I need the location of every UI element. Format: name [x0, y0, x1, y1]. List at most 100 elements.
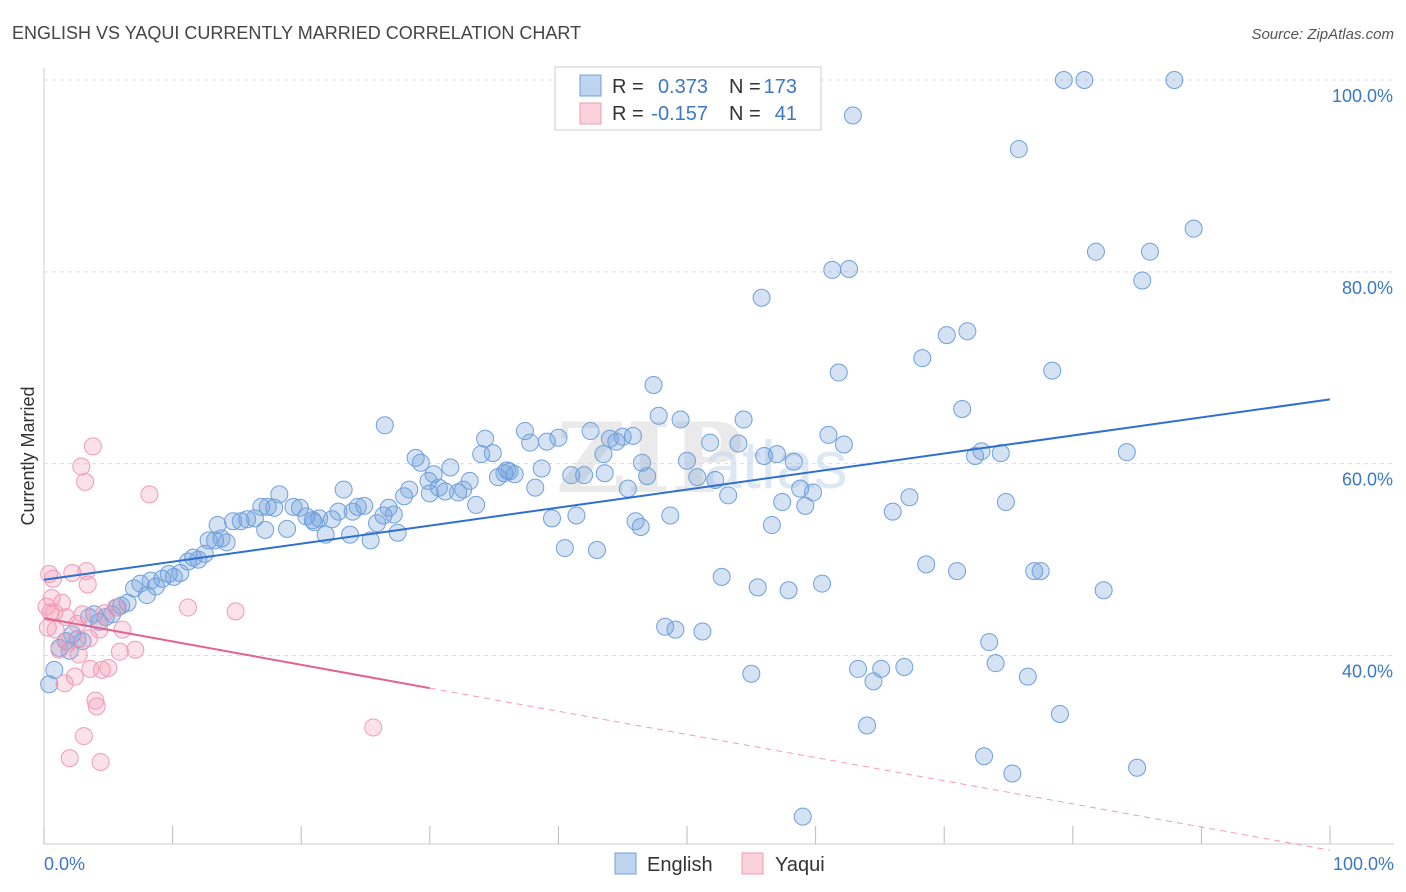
data-point-english [1165, 71, 1184, 89]
data-point-english [829, 363, 848, 382]
data-point-english [521, 433, 540, 452]
data-point-yaqui [73, 605, 92, 624]
data-point-english [368, 514, 387, 533]
data-point-english [587, 540, 606, 559]
data-point-english [666, 620, 685, 639]
data-point-english [1018, 667, 1037, 686]
data-point-english [542, 509, 561, 528]
data-point-yaqui [65, 667, 84, 686]
data-point-english [476, 429, 495, 448]
data-point-english [796, 496, 815, 515]
data-point-english [343, 502, 362, 521]
data-point-english [613, 427, 632, 446]
legend-bottom-swatch-english [614, 852, 637, 875]
data-point-english [208, 516, 227, 535]
data-point-english [1086, 242, 1105, 261]
data-point-yaqui [107, 598, 126, 617]
y-tick-label: 80.0% [1342, 278, 1393, 298]
data-point-english [1140, 242, 1159, 261]
data-point-english [972, 442, 991, 461]
data-point-english [595, 464, 614, 483]
trend-line-english [43, 398, 1331, 581]
data-point-english [791, 479, 810, 498]
data-point-english [661, 506, 680, 525]
data-point-english [375, 416, 394, 435]
data-point-english [1133, 271, 1152, 290]
data-point-english [748, 578, 767, 597]
data-point-english [483, 444, 502, 463]
data-point-english [270, 485, 289, 504]
data-point-english [1094, 581, 1113, 600]
trend-lines [43, 398, 1331, 851]
data-point-english [819, 425, 838, 444]
data-point-english [258, 497, 277, 516]
legend-bottom-label-english: English [647, 854, 713, 876]
data-point-english [1117, 443, 1136, 462]
data-point-english [1025, 562, 1044, 581]
data-point-english [779, 581, 798, 600]
data-point-english [1009, 140, 1028, 159]
y-tick-label: 40.0% [1342, 662, 1393, 682]
data-point-english [575, 466, 594, 485]
data-point-english [937, 326, 956, 345]
data-point-english [762, 516, 781, 535]
data-point-english [555, 539, 574, 558]
data-point-english [858, 716, 877, 735]
data-point-english [1031, 562, 1050, 581]
data-point-yaqui [83, 437, 102, 456]
data-point-english [406, 448, 425, 467]
data-point-english [329, 502, 348, 521]
data-point-yaqui [55, 674, 74, 693]
data-point-yaqui [92, 660, 111, 679]
data-point-yaqui [76, 472, 95, 491]
data-point-yaqui [60, 749, 79, 768]
data-point-english [719, 486, 738, 505]
data-point-english [895, 658, 914, 677]
trend-line-yaqui [43, 617, 430, 690]
data-point-yaqui [72, 457, 91, 476]
data-point-english [361, 531, 380, 550]
legend-bottom: English Yaqui [614, 852, 825, 876]
data-point-english [355, 496, 374, 515]
data-point-english [872, 659, 891, 678]
data-point-english [594, 445, 613, 464]
data-point-english [623, 426, 642, 445]
data-point-english [678, 451, 696, 470]
data-point-english [900, 488, 919, 507]
legend-top-box [554, 66, 822, 131]
data-point-english [953, 399, 972, 418]
data-point-english [424, 465, 443, 484]
data-point-english [917, 555, 936, 574]
legend-swatch-yaqui [579, 102, 602, 125]
legend-swatch-english [579, 74, 602, 97]
data-point-yaqui [126, 640, 145, 659]
data-point-english [549, 428, 568, 447]
data-point-english [460, 471, 479, 490]
data-point-yaqui [99, 658, 118, 677]
data-point-english [975, 747, 994, 766]
data-point-english [348, 497, 367, 516]
data-point-english [1050, 705, 1069, 724]
data-point-english [958, 322, 977, 341]
data-point-yaqui [95, 604, 114, 623]
data-point-english [644, 376, 663, 395]
data-point-english [618, 479, 637, 498]
data-point-english [701, 433, 720, 452]
data-point-english [813, 574, 832, 593]
data-point-yaqui [140, 485, 159, 504]
data-point-yaqui [69, 645, 88, 664]
data-point-english [567, 506, 586, 525]
data-point-english [742, 664, 761, 683]
legend-r-value-yaqui: -0.157 [651, 103, 708, 125]
data-point-english [467, 495, 486, 514]
data-point-english [913, 349, 932, 368]
data-point-english [231, 512, 250, 531]
data-point-english [996, 493, 1015, 512]
legend-r-value-english: 0.373 [658, 76, 708, 98]
data-point-yaqui [59, 634, 78, 653]
watermark-atlas: atlas [704, 427, 848, 503]
data-point-english [436, 482, 455, 501]
data-point-yaqui [42, 588, 61, 607]
data-point-english [334, 480, 353, 499]
data-point-english [671, 410, 690, 429]
